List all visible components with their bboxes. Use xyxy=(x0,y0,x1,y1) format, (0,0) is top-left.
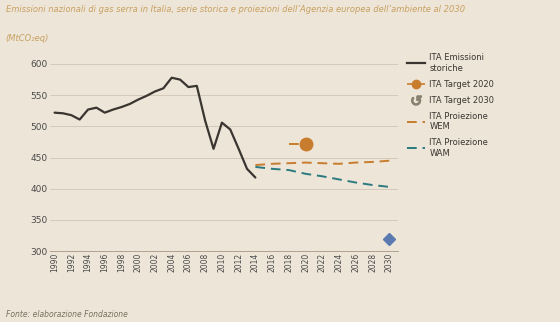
Text: (MtCO₂eq): (MtCO₂eq) xyxy=(6,34,49,43)
Text: Emissioni nazionali di gas serra in Italia, serie storica e proiezioni dell’Agen: Emissioni nazionali di gas serra in Ital… xyxy=(6,5,465,14)
Legend: ITA Emissioni
storiche, ITA Target 2020, ITA Target 2030, ITA Proiezione
WEM, IT: ITA Emissioni storiche, ITA Target 2020,… xyxy=(405,52,496,160)
Text: Fonte: elaborazione Fondazione: Fonte: elaborazione Fondazione xyxy=(6,310,128,319)
